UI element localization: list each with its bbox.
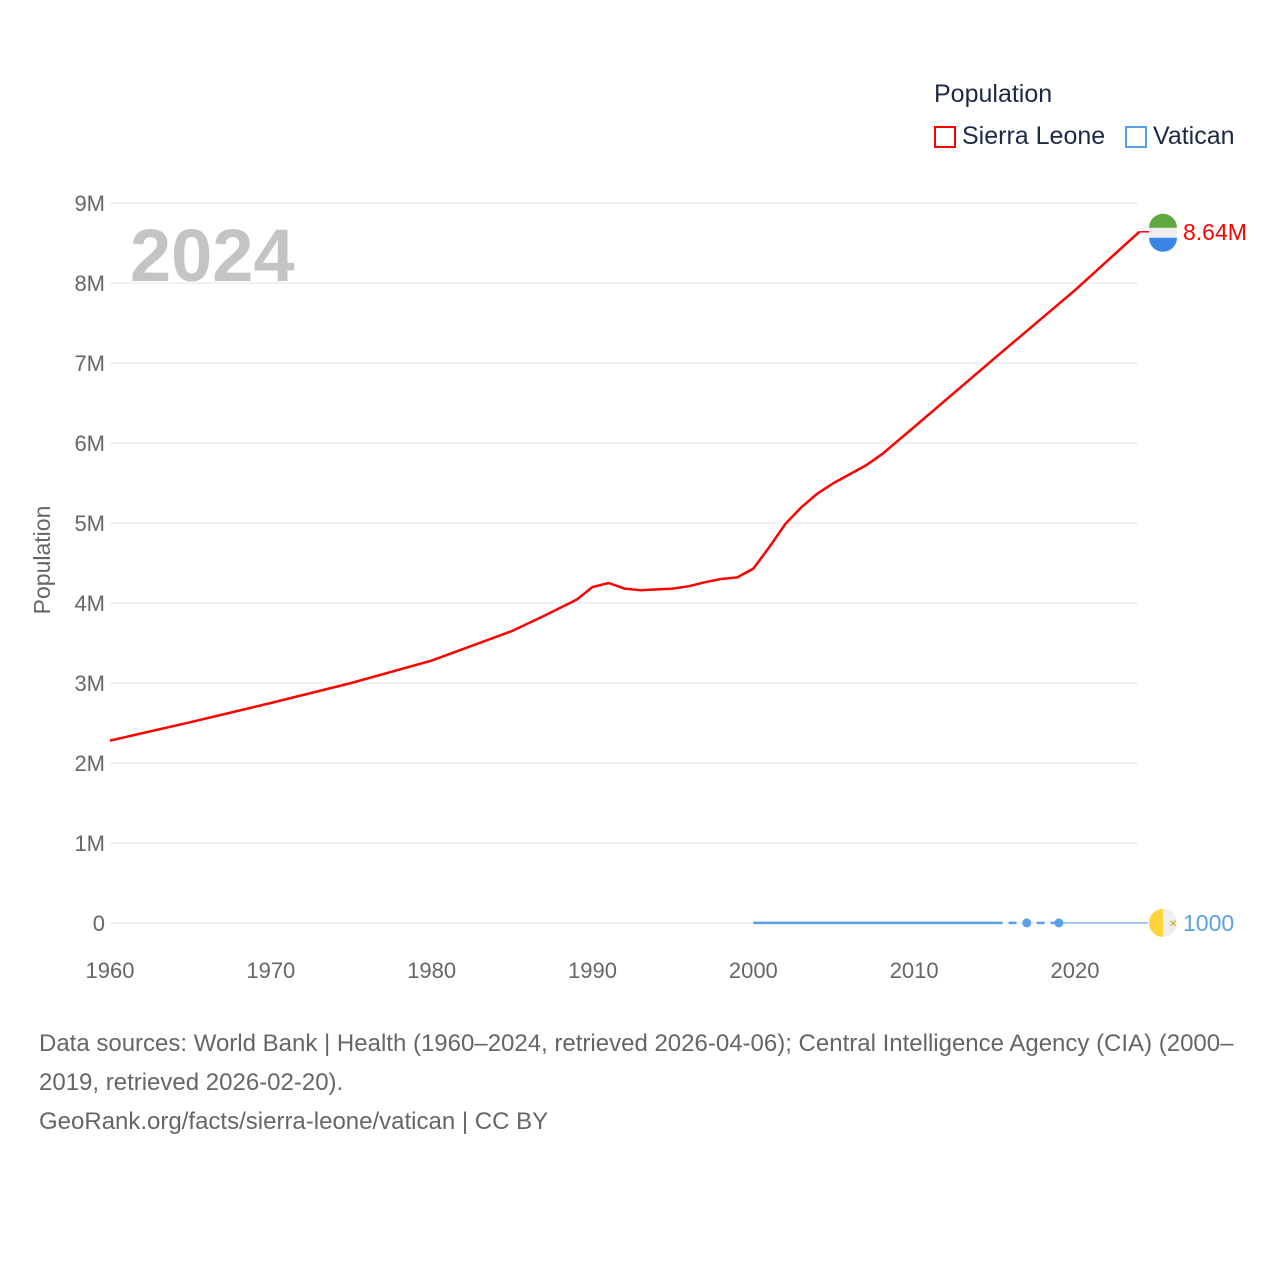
flag-yellow-half [1149,908,1163,937]
x-tick-label: 2020 [1051,958,1100,983]
flag-green-stripe [1149,213,1178,228]
legend-item-vatican[interactable]: Vatican [1125,122,1235,151]
x-tick-label: 1970 [246,958,295,983]
legend-label: Vatican [1153,122,1235,150]
legend-title: Population [934,80,1053,108]
x-tick-label: 2010 [890,958,939,983]
x-tick-label: 1990 [568,958,617,983]
legend-label: Sierra Leone [962,122,1106,150]
legend-swatch [934,125,956,148]
y-tick-label: 3M [74,671,105,696]
flag-blue-stripe [1149,237,1178,252]
data-sources: Data sources: World Bank | Health (1960–… [39,1030,1234,1096]
x-tick-label: 2000 [729,958,778,983]
end-label-vatican: 1000 [1183,910,1234,936]
legend-item-sierra-leone[interactable]: Sierra Leone [934,122,1105,151]
year-label: 2024 [130,214,295,297]
credit[interactable]: GeoRank.org/facts/sierra-leone/vatican |… [39,1108,549,1135]
y-tick-label: 6M [74,431,105,456]
x-tick-label: 1980 [407,958,456,983]
x-tick-label: 1960 [86,958,135,983]
data-point-vatican [1022,918,1032,928]
end-label-sierra-leone: 8.64M [1183,219,1247,245]
y-tick-label: 9M [74,191,105,216]
y-tick-label: 1M [74,831,105,856]
y-tick-label: 7M [74,351,105,376]
y-tick-label: 5M [74,511,105,536]
y-tick-label: 4M [74,591,105,616]
data-point-vatican [1054,918,1064,928]
y-tick-label: 0 [93,911,105,936]
y-tick-label: 2M [74,751,105,776]
legend-swatch [1125,125,1147,148]
footer: Data sources: World Bank | Health (1960–… [39,1024,1259,1141]
y-axis-title: Population [29,506,55,615]
flag-keys: ✕ [1169,919,1177,930]
series-line-sierra-leone [109,230,1141,742]
y-tick-label: 8M [74,271,105,296]
